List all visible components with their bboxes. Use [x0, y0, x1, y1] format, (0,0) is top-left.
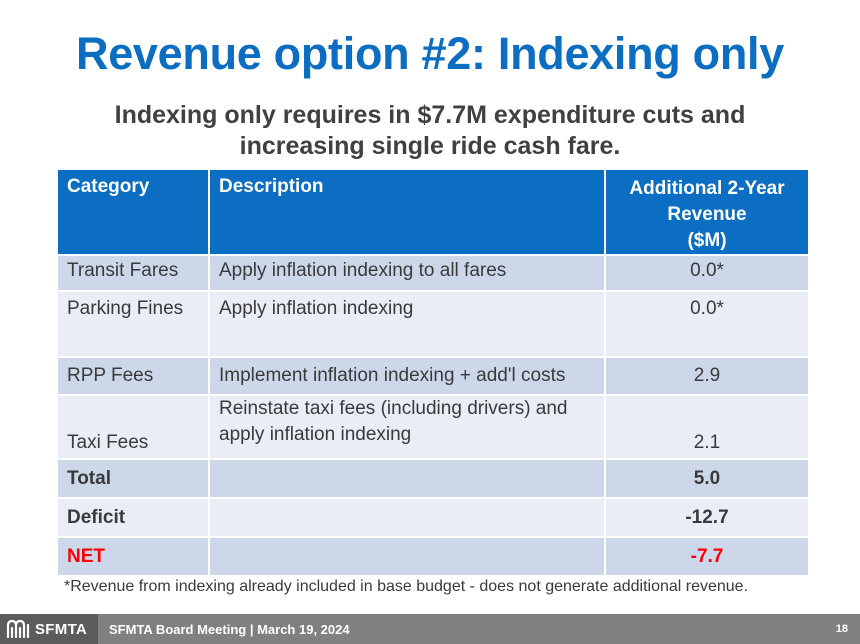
- row-description: Apply inflation indexing to all fares: [208, 254, 606, 292]
- header-revenue-line-2: Revenue: [667, 204, 747, 225]
- row-category: RPP Fees: [56, 356, 210, 396]
- row-value: 0.0*: [604, 254, 810, 292]
- row-value: 2.9: [604, 356, 810, 396]
- table-row-total: Total 5.0: [56, 458, 810, 499]
- revenue-table: Category Description Additional 2-Year R…: [56, 168, 810, 577]
- row-category: Deficit: [56, 497, 210, 538]
- row-description: Implement inflation indexing + add'l cos…: [208, 356, 606, 396]
- header-category: Category: [56, 168, 210, 256]
- slide-title: Revenue option #2: Indexing only: [76, 28, 784, 79]
- table-row-net: NET -7.7: [56, 536, 810, 577]
- header-revenue-line-1: Additional 2-Year: [629, 178, 785, 199]
- meeting-info: SFMTA Board Meeting | March 19, 2024: [109, 622, 350, 637]
- subtitle-line-1: Indexing only requires in $7.7M expendit…: [114, 101, 746, 129]
- row-description-line-2: apply inflation indexing: [219, 424, 412, 445]
- table-header-row: Category Description Additional 2-Year R…: [56, 168, 810, 256]
- table-row: RPP Fees Implement inflation indexing + …: [56, 356, 810, 396]
- row-category: NET: [56, 536, 210, 577]
- row-description: [208, 497, 606, 538]
- sfmta-logo: SFMTA: [0, 614, 98, 644]
- row-value: 5.0: [604, 458, 810, 499]
- header-description: Description: [208, 168, 606, 256]
- row-description: Apply inflation indexing: [208, 290, 606, 358]
- row-value: -12.7: [604, 497, 810, 538]
- header-revenue: Additional 2-Year Revenue ($M): [604, 168, 810, 256]
- table-row: Transit Fares Apply inflation indexing t…: [56, 254, 810, 292]
- row-description: Reinstate taxi fees (including drivers) …: [208, 394, 606, 460]
- subtitle-line-2: increasing single ride cash fare.: [239, 132, 621, 160]
- row-category: Taxi Fees: [56, 394, 210, 460]
- table-row: Parking Fines Apply inflation indexing 0…: [56, 290, 810, 358]
- table-row: Taxi Fees Reinstate taxi fees (including…: [56, 394, 810, 460]
- row-category: Total: [56, 458, 210, 499]
- table-row-deficit: Deficit -12.7: [56, 497, 810, 538]
- row-value: 0.0*: [604, 290, 810, 358]
- row-description: [208, 458, 606, 499]
- row-category: Transit Fares: [56, 254, 210, 292]
- header-revenue-line-3: ($M): [687, 230, 727, 251]
- footnote: *Revenue from indexing already included …: [64, 578, 749, 595]
- footer-bar: SFMTA SFMTA Board Meeting | March 19, 20…: [0, 614, 860, 644]
- row-value: -7.7: [604, 536, 810, 577]
- page-number: 18: [835, 623, 848, 635]
- slide-subtitle: Indexing only requires in $7.7M expendit…: [0, 100, 860, 162]
- row-category: Parking Fines: [56, 290, 210, 358]
- sfmta-worm-icon: [6, 619, 30, 639]
- logo-text: SFMTA: [35, 621, 88, 638]
- row-description-line-1: Reinstate taxi fees (including drivers) …: [219, 398, 568, 419]
- row-description: [208, 536, 606, 577]
- row-value: 2.1: [604, 394, 810, 460]
